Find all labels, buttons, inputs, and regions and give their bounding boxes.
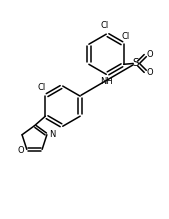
Text: O: O [18, 146, 24, 155]
Text: S: S [132, 58, 139, 69]
Text: Cl: Cl [100, 21, 109, 30]
Text: O: O [147, 68, 154, 77]
Text: Cl: Cl [37, 83, 45, 92]
Text: Cl: Cl [121, 32, 129, 41]
Text: NH: NH [100, 77, 113, 86]
Text: O: O [147, 50, 154, 59]
Text: N: N [49, 130, 56, 139]
